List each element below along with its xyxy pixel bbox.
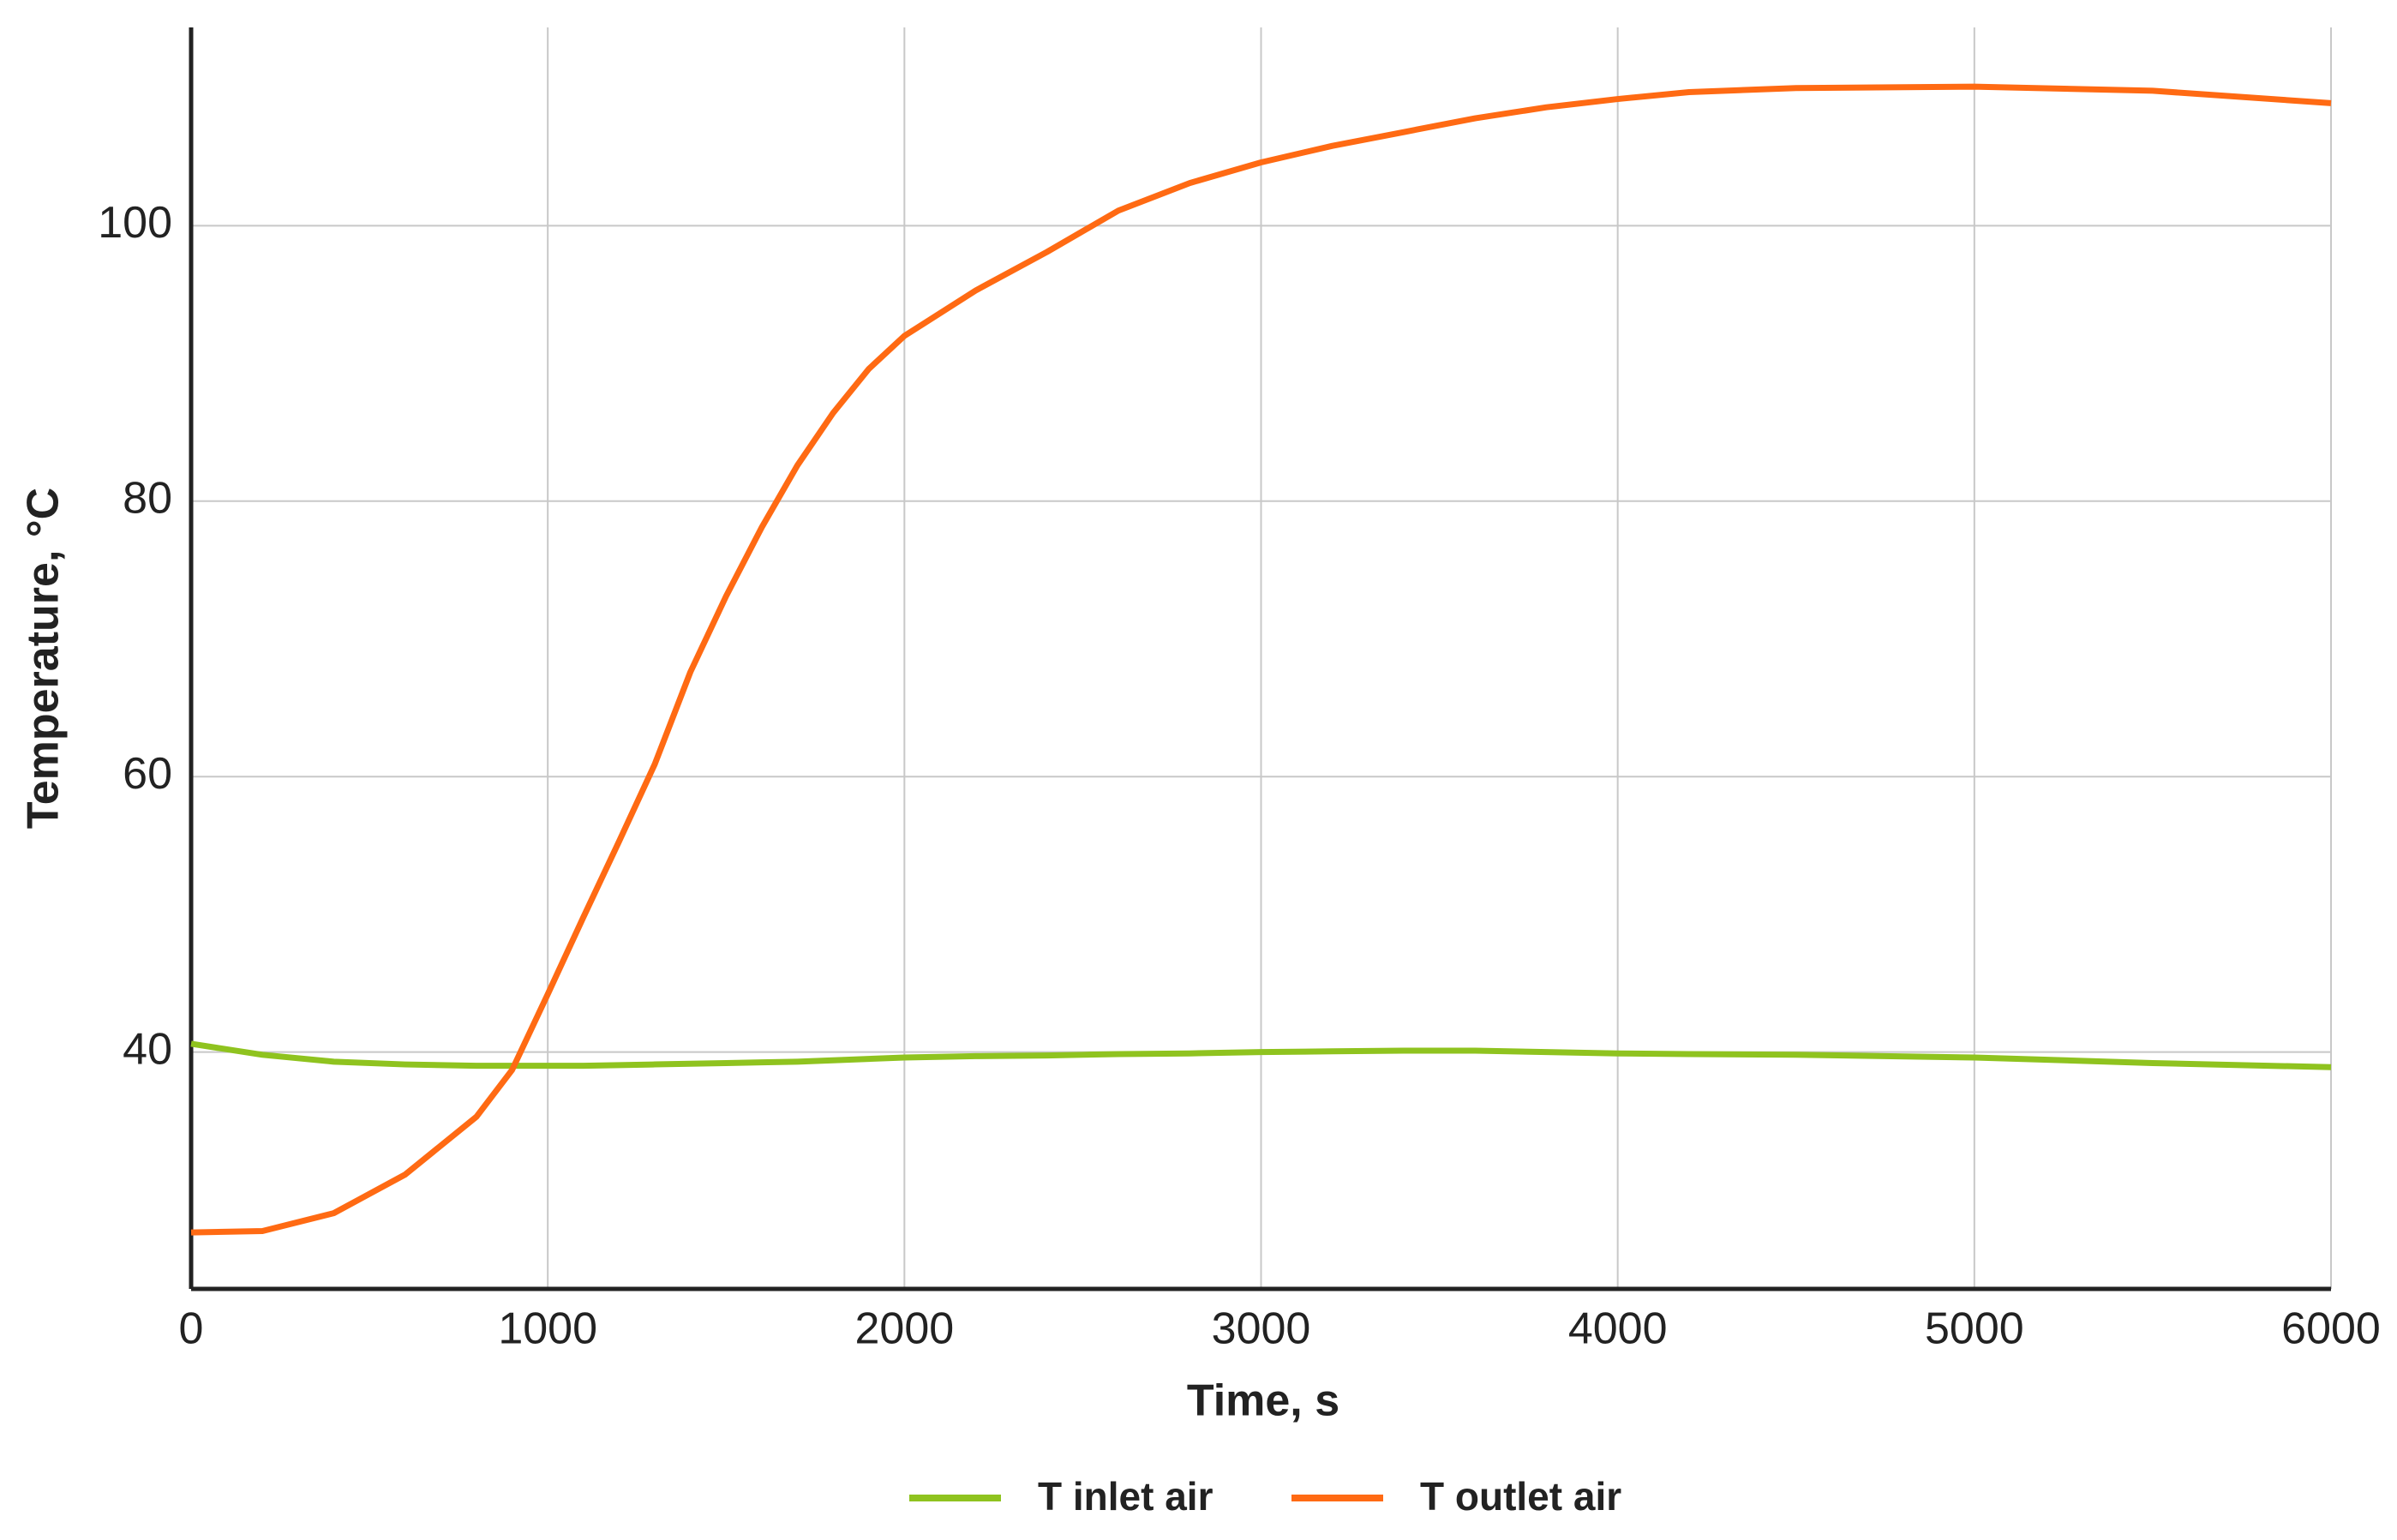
x-axis-title: Time, s: [1187, 1376, 1339, 1426]
x-tick-label: 5000: [1925, 1304, 2024, 1354]
y-tick-label: 100: [98, 198, 172, 248]
y-tick-label: 60: [123, 749, 172, 799]
x-tick-label: 4000: [1568, 1304, 1668, 1354]
x-tick-label: 0: [179, 1304, 204, 1354]
x-tick-label: 6000: [2281, 1304, 2381, 1354]
data-line: [190, 1040, 2332, 1070]
x-tick-label: 1000: [498, 1304, 597, 1354]
x-tick-label: 3000: [1212, 1304, 1311, 1354]
x-tick-label: 2000: [854, 1304, 954, 1354]
y-axis-title: Temperature, °C: [19, 488, 69, 829]
y-tick-label: 80: [123, 474, 172, 524]
legend-label: T inlet air: [1038, 1474, 1213, 1519]
data-line: [190, 83, 2332, 1236]
y-tick-label: 40: [123, 1024, 172, 1074]
legend-label: T outlet air: [1420, 1474, 1621, 1519]
